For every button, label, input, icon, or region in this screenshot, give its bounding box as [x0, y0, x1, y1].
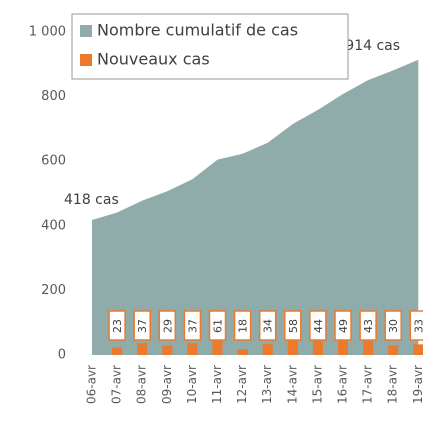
- bar: [363, 341, 374, 355]
- data-label: 49: [337, 319, 350, 333]
- bar: [137, 343, 148, 355]
- data-label: 18: [237, 319, 250, 333]
- x-tick-label: 13-avr: [260, 365, 274, 404]
- data-label-box: [284, 310, 302, 341]
- x-tick-label: 14-avr: [285, 365, 299, 404]
- x-tick-label: 07-avr: [110, 365, 124, 404]
- y-tick-label: 800: [41, 89, 66, 104]
- x-tick-label: 09-avr: [160, 365, 174, 404]
- bar: [338, 339, 348, 355]
- area-label: 418 cas: [64, 192, 119, 208]
- data-label: 34: [262, 319, 275, 333]
- data-label-box: [108, 310, 126, 341]
- bar: [162, 345, 173, 355]
- bar: [312, 340, 323, 355]
- legend-label: Nombre cumulatif de cas: [97, 21, 298, 40]
- bar: [287, 336, 298, 355]
- y-tick-label: 400: [41, 218, 66, 233]
- data-label-box: [359, 310, 377, 341]
- bar: [112, 347, 123, 355]
- legend-swatch: [80, 25, 92, 37]
- data-label: 29: [161, 319, 174, 333]
- x-tick-label: 11-avr: [210, 365, 224, 404]
- y-tick-label: 200: [41, 283, 66, 298]
- data-label-box: [183, 310, 202, 341]
- x-tick-label: 18-avr: [386, 365, 400, 404]
- data-label-box: [334, 310, 352, 341]
- bar: [388, 345, 399, 355]
- data-label-box: [158, 310, 177, 341]
- data-label: 37: [136, 319, 149, 333]
- legend-box: [71, 13, 349, 80]
- x-tick-label: 10-avr: [185, 365, 199, 404]
- bar: [212, 335, 223, 355]
- x-tick-label: 16-avr: [336, 365, 350, 404]
- legend-swatch: [80, 54, 92, 66]
- x-tick-label: 08-avr: [135, 365, 149, 404]
- data-label: 33: [412, 319, 423, 333]
- y-tick-label: 1 000: [29, 25, 66, 40]
- data-label: 30: [387, 319, 400, 333]
- x-tick-label: 19-avr: [411, 365, 423, 404]
- data-label: 58: [287, 319, 300, 333]
- y-tick-label: 0: [58, 348, 66, 363]
- x-tick-label: 06-avr: [85, 365, 99, 404]
- data-label: 44: [312, 319, 325, 333]
- bar: [237, 349, 248, 355]
- data-label-box: [258, 310, 277, 341]
- x-tick-label: 12-avr: [235, 365, 249, 404]
- data-label: 37: [186, 319, 199, 333]
- data-label-box: [409, 310, 423, 341]
- area: [92, 59, 419, 355]
- data-label: 23: [111, 319, 124, 333]
- data-label-box: [384, 310, 402, 341]
- y-tick-label: 600: [41, 154, 66, 169]
- area-label: 914 cas: [345, 38, 400, 54]
- bar: [413, 344, 423, 355]
- data-label-box: [309, 310, 327, 341]
- data-label-box: [233, 310, 252, 341]
- x-tick-label: 15-avr: [310, 365, 324, 404]
- legend-label: Nouveaux cas: [97, 50, 210, 69]
- x-tick-label: 17-avr: [361, 365, 375, 404]
- bar: [187, 343, 198, 355]
- data-label-box: [133, 310, 151, 341]
- data-label: 61: [212, 319, 225, 333]
- data-label: 43: [362, 319, 375, 333]
- bar: [262, 344, 273, 355]
- data-label-box: [208, 310, 227, 341]
